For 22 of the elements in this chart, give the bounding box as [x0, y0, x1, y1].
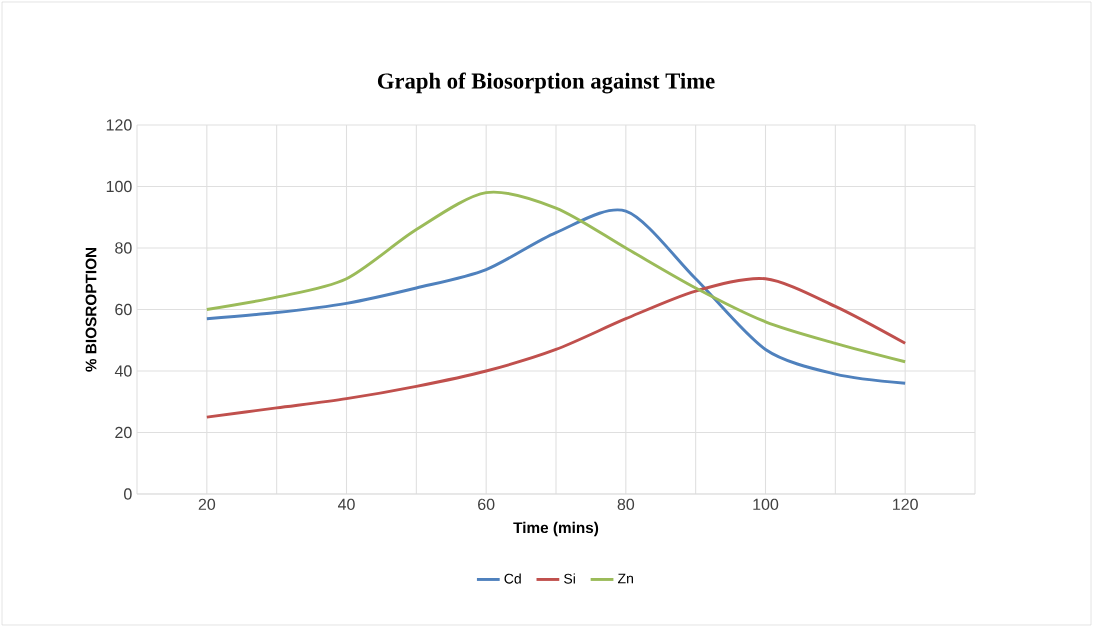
y-tick-label: 60: [115, 303, 132, 316]
y-tick-label: 20: [115, 426, 132, 439]
y-tick-label: 100: [106, 180, 132, 193]
y-tick-label: 0: [124, 488, 132, 500]
y-axis-title: % BIOSROPTION: [85, 247, 97, 372]
y-tick-label: 40: [114, 365, 132, 377]
legend-label: Cd: [504, 573, 521, 584]
line-series: [205, 190, 907, 364]
legend-label: Zn: [617, 573, 633, 584]
x-tick-label: 20: [198, 498, 216, 511]
line-series: [205, 277, 907, 419]
x-tick-label: 60: [478, 498, 495, 511]
legend-label: Si: [564, 573, 575, 584]
chart-title: Graph of Biosorption against Time: [377, 72, 715, 94]
y-tick-label: 120: [106, 119, 132, 131]
x-tick-label: 80: [617, 498, 635, 511]
line-series: [205, 208, 907, 385]
x-tick-label: 40: [337, 498, 355, 511]
x-tick-label: 100: [753, 498, 779, 511]
y-tick-label: 80: [115, 242, 132, 254]
x-axis-title: Time (mins): [513, 521, 599, 537]
x-tick-label: 120: [893, 498, 918, 511]
